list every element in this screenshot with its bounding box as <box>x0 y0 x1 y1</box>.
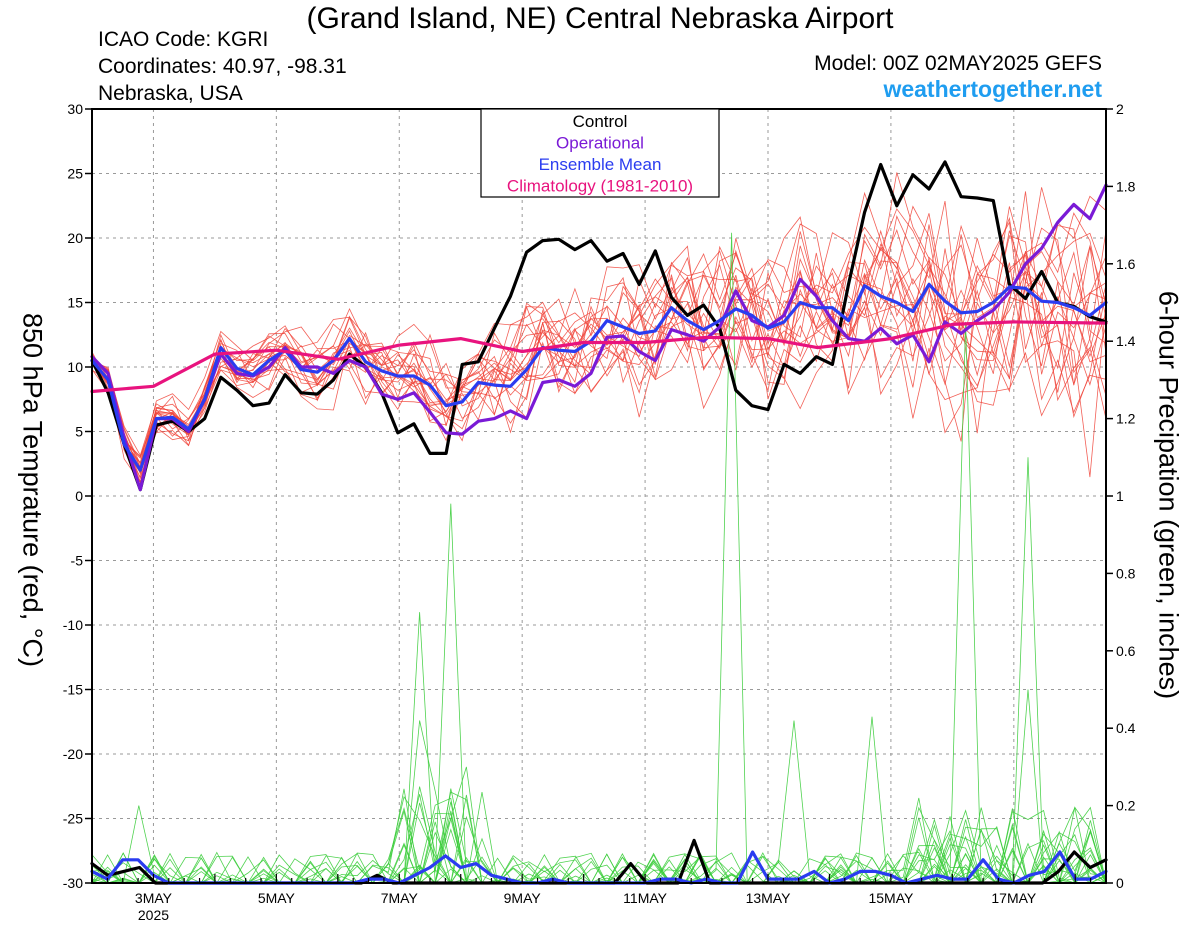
y2-tick-label: 1.8 <box>1116 178 1136 194</box>
temp-climatology-1981-2010-line <box>90 320 1108 394</box>
icao-code: ICAO Code: KGRI <box>98 28 269 51</box>
y2-tick-label: 1.4 <box>1116 333 1136 349</box>
region: Nebraska, USA <box>98 82 243 105</box>
x-tick-label: 17MAY <box>991 890 1037 906</box>
y-tick-label: -15 <box>63 682 83 698</box>
y2-tick-label: 1.6 <box>1116 256 1136 272</box>
temp-member-line <box>91 208 1107 466</box>
y2-tick-label: 0.2 <box>1116 798 1136 814</box>
y-tick-label: 0 <box>75 488 83 504</box>
y2-tick-label: 1.2 <box>1116 411 1136 427</box>
legend-entry: Climatology (1981-2010) <box>507 177 693 196</box>
legend-box <box>480 108 720 198</box>
temp-member-line <box>91 232 1107 479</box>
temp-member-line <box>91 224 1107 458</box>
chart-title: (Grand Island, NE) Central Nebraska Airp… <box>306 2 894 35</box>
x-tick-label: 5MAY <box>258 890 296 906</box>
temp-operational-line <box>90 183 1108 492</box>
x-tick-label: 13MAY <box>746 890 792 906</box>
temp-ensemble-mean-line <box>90 282 1108 472</box>
temp-member-line <box>91 223 1107 480</box>
x-tick-year: 2025 <box>138 907 169 923</box>
legend-entry: Control <box>573 112 628 131</box>
y2-tick-label: 1 <box>1116 488 1124 504</box>
y-tick-label: 20 <box>67 230 83 246</box>
y-tick-label: 15 <box>67 295 83 311</box>
y-tick-label: 30 <box>67 101 83 117</box>
y2-tick-label: 0.8 <box>1116 565 1136 581</box>
y2-tick-label: 0.4 <box>1116 720 1136 736</box>
x-tick-label: 15MAY <box>868 890 914 906</box>
x-tick-label: 7MAY <box>381 890 419 906</box>
y-tick-label: -20 <box>63 746 83 762</box>
y-tick-label: -25 <box>63 811 83 827</box>
site-link[interactable]: weathertogether.net <box>883 76 1102 102</box>
y2-tick-label: 0 <box>1116 875 1124 891</box>
temp-member-line <box>91 191 1107 469</box>
coordinates: Coordinates: 40.97, -98.31 <box>98 55 347 78</box>
y-tick-label: 10 <box>67 359 83 375</box>
legend-entry: Operational <box>556 134 644 153</box>
y-tick-label: -30 <box>63 875 83 891</box>
y2-tick-label: 0.6 <box>1116 643 1136 659</box>
x-tick-label: 3MAY <box>135 890 173 906</box>
y-tick-label: 25 <box>67 166 83 182</box>
y-tick-label: 5 <box>75 424 83 440</box>
y-tick-label: -5 <box>71 553 84 569</box>
x-tick-label: 9MAY <box>504 890 542 906</box>
temp-control-line <box>90 160 1108 492</box>
legend-entry: Ensemble Mean <box>539 155 662 174</box>
x-tick-label: 11MAY <box>623 890 667 906</box>
model-run: Model: 00Z 02MAY2025 GEFS <box>814 52 1102 75</box>
y-tick-label: -10 <box>63 617 83 633</box>
y2-tick-label: 2 <box>1116 101 1124 117</box>
